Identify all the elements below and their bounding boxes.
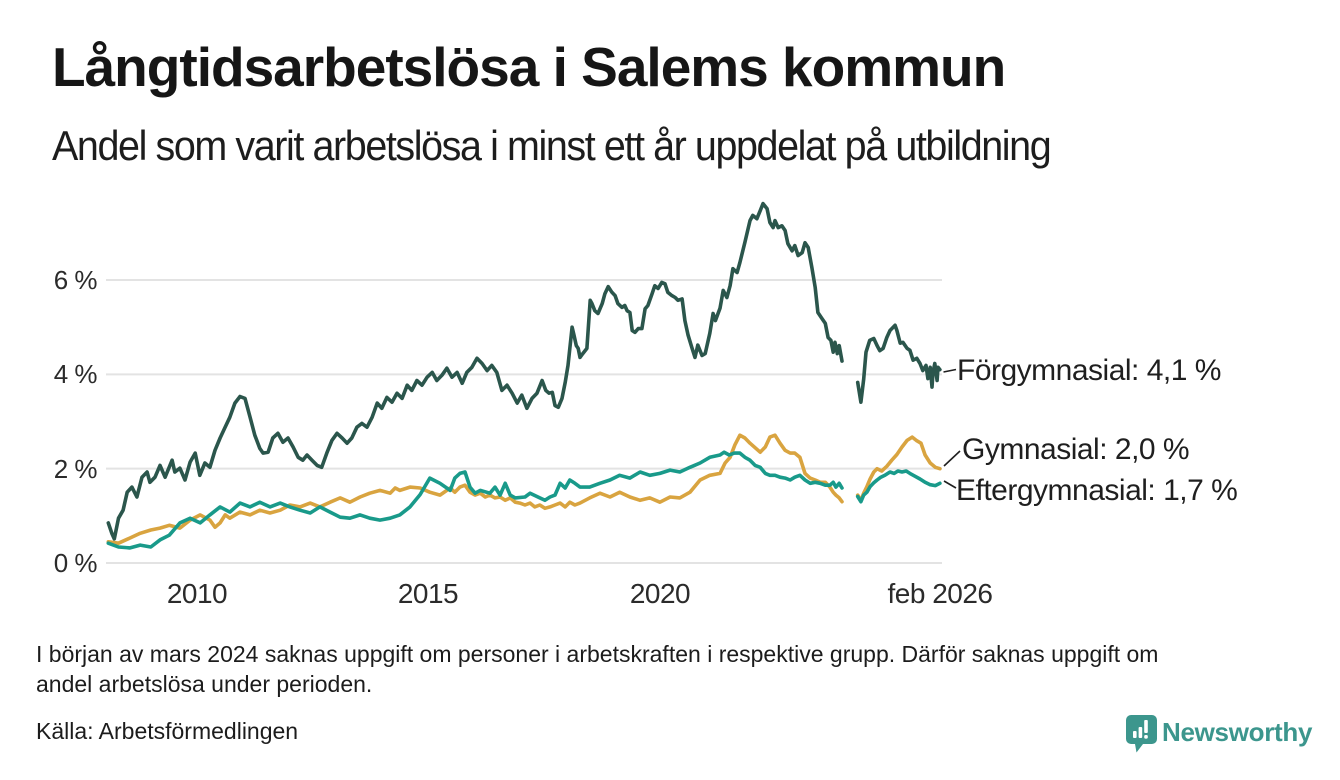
newsworthy-wordmark: Newsworthy [1162, 717, 1313, 747]
newsworthy-logo: Newsworthy [1126, 714, 1326, 756]
annotation-connector-2 [943, 480, 957, 489]
annotation-connector-0 [943, 368, 957, 373]
series-line-förgymnasial-seg1 [855, 323, 942, 405]
page-title: Långtidsarbetslösa i Salems kommun [52, 36, 1006, 98]
page-subtitle: Andel som varit arbetslösa i minst ett å… [52, 122, 1052, 169]
series-label-forgymnasial: Förgymnasial: 4,1 % [957, 354, 1221, 387]
y-axis-tick-0: 0 % [53, 548, 98, 578]
series-line-förgymnasial-seg0 [106, 201, 844, 541]
x-axis-tick-feb-2026: feb 2026 [887, 578, 994, 609]
series-line-eftergymnasial-seg1 [855, 469, 942, 504]
series-line-gymnasial-seg1 [855, 435, 942, 503]
x-axis-tick-2010: 2010 [166, 578, 228, 609]
footnote-line-2: andel arbetslösa under perioden. [36, 671, 373, 697]
series-label-eftergymnasial: Eftergymnasial: 1,7 % [956, 474, 1238, 507]
footnote-line-1: I början av mars 2024 saknas uppgift om … [36, 641, 1159, 667]
y-axis-tick-6: 6 % [53, 265, 98, 295]
source-credit: Källa: Arbetsförmedlingen [36, 718, 299, 744]
annotation-connector-1 [943, 450, 961, 467]
y-axis-tick-2: 2 % [53, 454, 98, 484]
series-label-gymnasial: Gymnasial: 2,0 % [962, 433, 1190, 466]
footnote: I början av mars 2024 saknas uppgift om … [36, 639, 1306, 699]
x-axis-tick-2015: 2015 [397, 578, 459, 609]
y-axis-tick-4: 4 % [53, 359, 98, 389]
newsworthy-chart-bubble-icon [1126, 715, 1157, 753]
x-axis-tick-2020: 2020 [629, 578, 691, 609]
series-line-gymnasial-seg0 [106, 433, 844, 546]
series-line-eftergymnasial-seg0 [106, 450, 844, 550]
